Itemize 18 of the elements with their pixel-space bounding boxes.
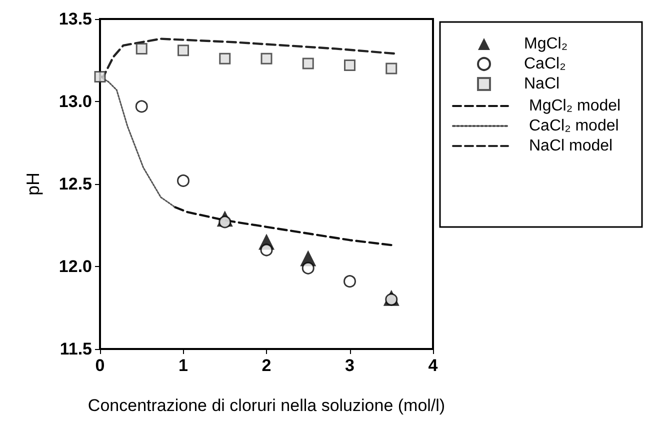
x-tick-label: 0 (95, 356, 105, 375)
legend-label: CaCl₂ (524, 56, 566, 72)
y-tick-label: 12.0 (58, 257, 92, 276)
x-axis-title: Concentrazione di cloruri nella soluzione (mol/l) (88, 396, 446, 415)
x-tick-label: 1 (178, 356, 188, 375)
legend-label: CaCl₂ model (529, 118, 619, 134)
legend-label: MgCl₂ model (529, 98, 621, 114)
y-axis-title: pH (23, 172, 43, 196)
legend-label: MgCl₂ (524, 36, 568, 52)
y-tick-label: 13.0 (58, 92, 92, 111)
legend-label: NaCl (524, 76, 560, 92)
y-tick-label: 13.5 (58, 10, 92, 28)
x-tick-label: 4 (428, 356, 438, 375)
legend-label: NaCl model (529, 138, 613, 154)
y-tick-label: 11.5 (60, 340, 92, 358)
x-tick-label: 3 (345, 356, 354, 375)
x-tick-label: 2 (262, 356, 272, 375)
y-tick-label: 12.5 (58, 174, 92, 194)
